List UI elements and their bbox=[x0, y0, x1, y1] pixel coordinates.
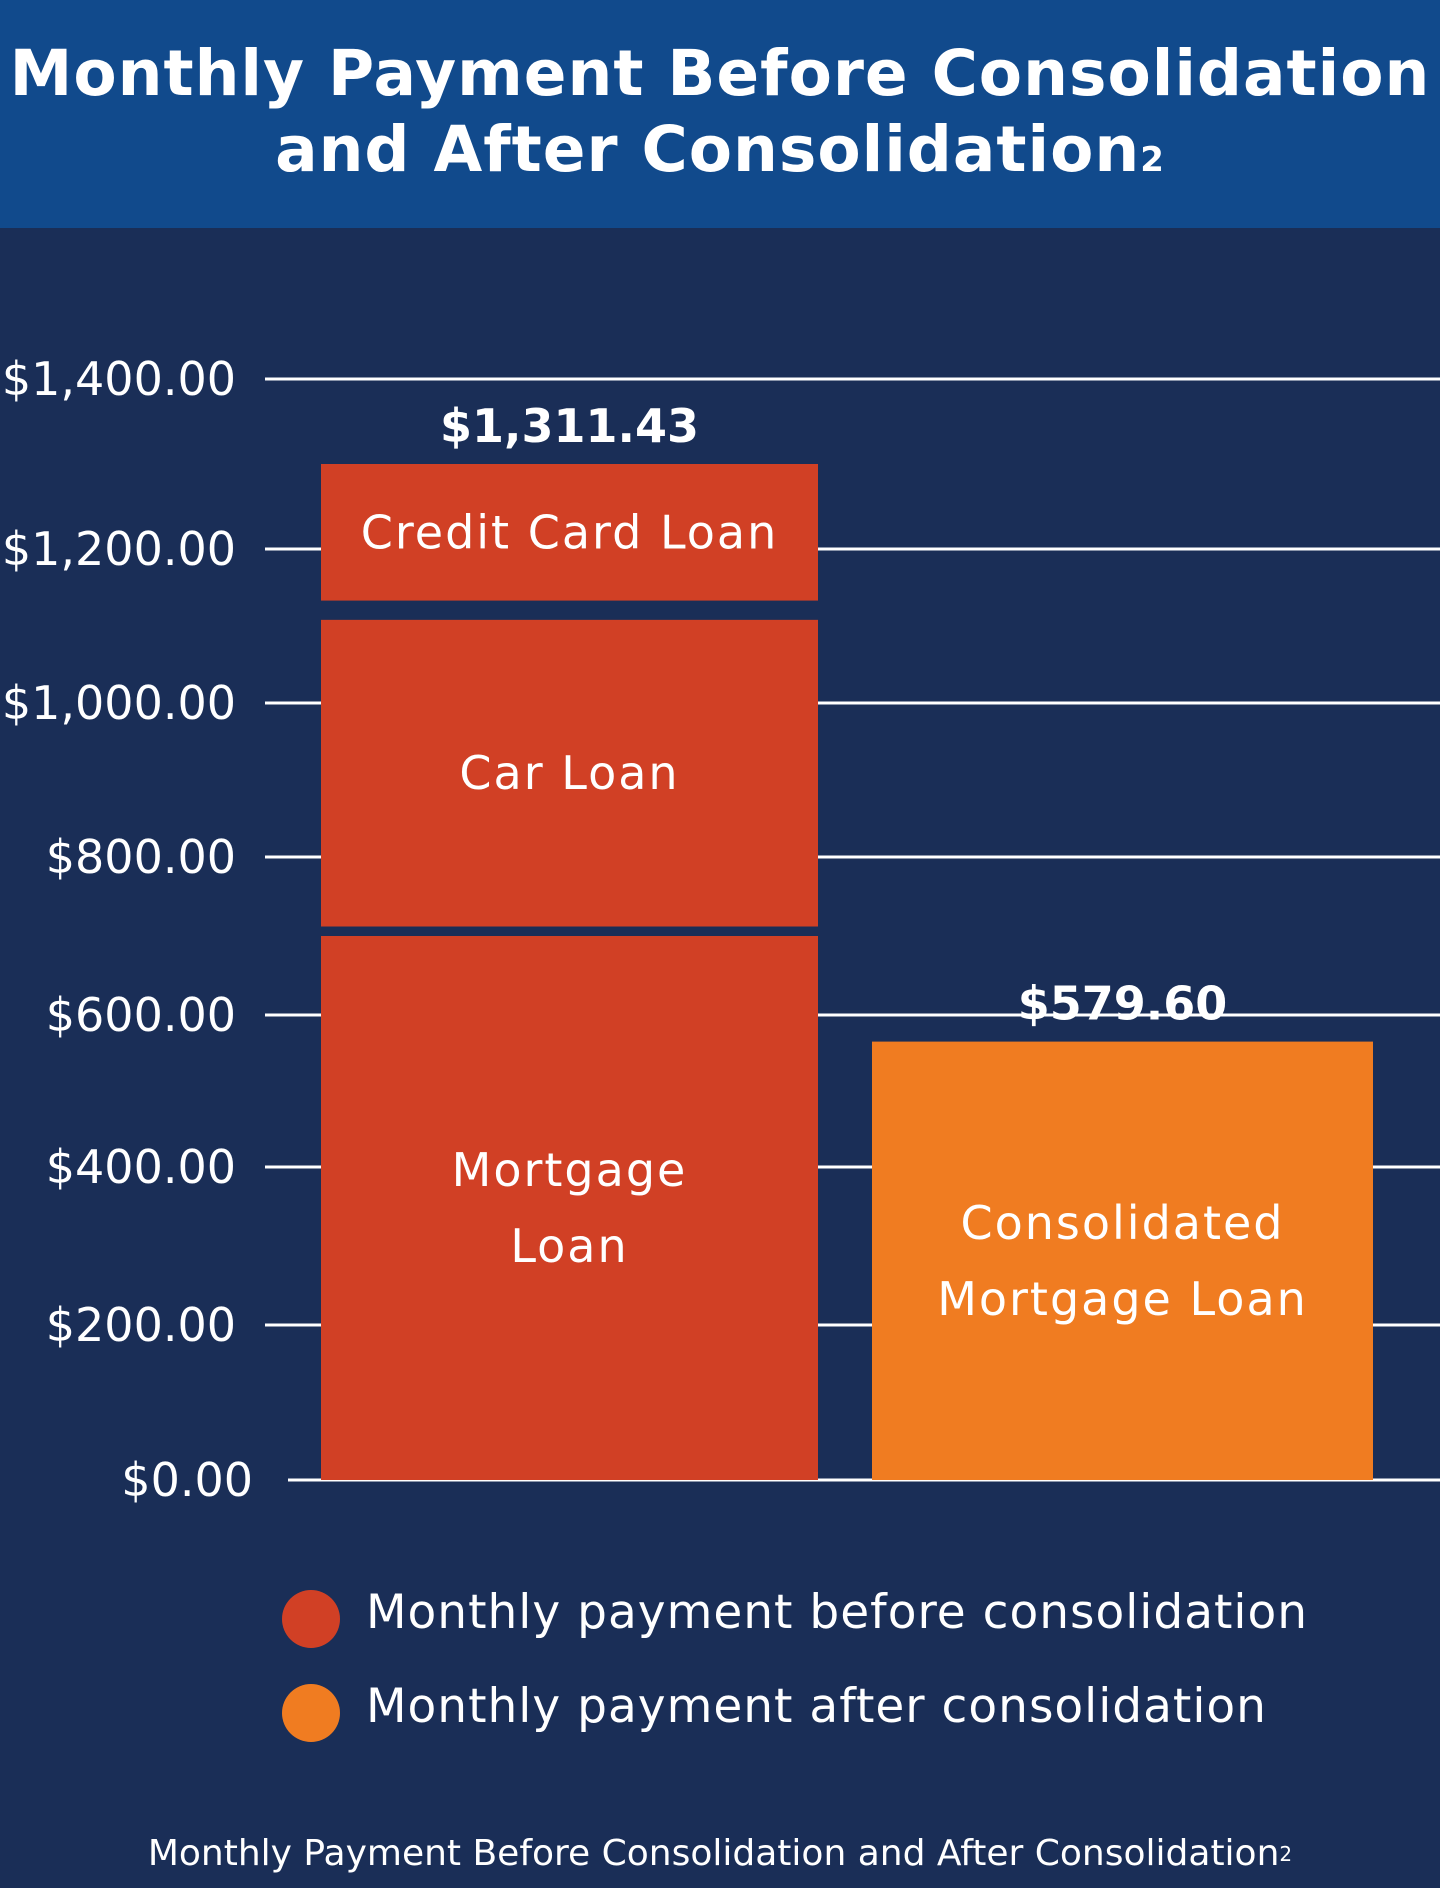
segment-label: Credit Card Loan bbox=[361, 505, 779, 559]
caption-text: Monthly Payment Before Consolidation and… bbox=[147, 1833, 1280, 1874]
bar-segment bbox=[321, 936, 818, 1480]
stacked-bar-chart: $0.00 $200.00 $400.00 $600.00 $800.00 $1,000.… bbox=[2, 352, 1440, 1507]
y-tick-label: $1,200.00 bbox=[2, 522, 236, 576]
bar-segment bbox=[321, 464, 818, 601]
title-footnote-marker: 2 bbox=[1140, 140, 1165, 180]
title-line-2: and After Consolidation bbox=[275, 113, 1141, 186]
legend-label-after: Monthly payment after consolidation bbox=[366, 1679, 1267, 1734]
caption-footnote-marker: 2 bbox=[1279, 1842, 1293, 1866]
bar-segment bbox=[872, 1041, 1373, 1480]
y-tick-label: $1,000.00 bbox=[2, 676, 236, 730]
segment-label: Mortgage bbox=[452, 1143, 688, 1197]
y-tick-label: $0.00 bbox=[121, 1453, 253, 1507]
segment-label: Mortgage Loan bbox=[937, 1272, 1308, 1326]
chart-caption: Monthly Payment Before Consolidation and… bbox=[0, 1830, 1440, 1878]
legend-swatch-before bbox=[282, 1590, 340, 1648]
y-tick-label: $400.00 bbox=[46, 1140, 236, 1194]
header-banner: Monthly Payment Before Consolidation and… bbox=[0, 0, 1440, 228]
y-tick-label: $200.00 bbox=[46, 1298, 236, 1352]
y-tick-label: $800.00 bbox=[46, 830, 236, 884]
legend-label-before: Monthly payment before consolidation bbox=[366, 1585, 1309, 1640]
segment-label: Loan bbox=[510, 1219, 628, 1273]
chart-title: Monthly Payment Before Consolidation and… bbox=[0, 36, 1440, 188]
bar-total-label: $579.60 bbox=[1018, 977, 1228, 1031]
legend-swatch-after bbox=[282, 1684, 340, 1742]
segment-label: Consolidated bbox=[960, 1196, 1284, 1250]
y-tick-label: $600.00 bbox=[46, 988, 236, 1042]
title-line-1: Monthly Payment Before Consolidation bbox=[9, 37, 1431, 110]
bar-total-label: $1,311.43 bbox=[440, 399, 699, 453]
y-tick-label: $1,400.00 bbox=[2, 352, 236, 406]
bar-segment bbox=[321, 619, 818, 927]
segment-label: Car Loan bbox=[459, 746, 679, 800]
